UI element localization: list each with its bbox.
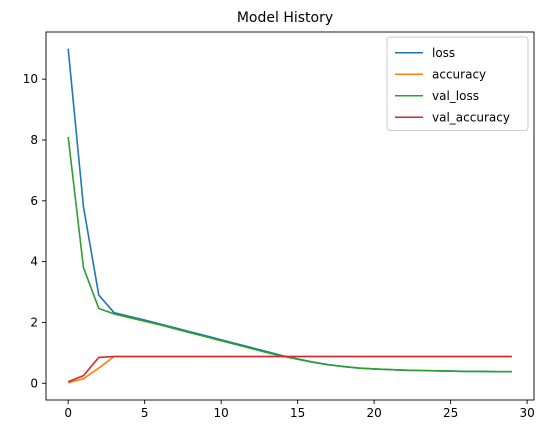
legend-label-accuracy: accuracy xyxy=(432,67,486,81)
x-tick-label: 10 xyxy=(214,406,229,420)
x-tick-label: 5 xyxy=(141,406,149,420)
y-tick-label: 8 xyxy=(30,133,38,147)
series-line-val-loss xyxy=(68,137,512,372)
y-tick-label: 4 xyxy=(30,255,38,269)
x-tick-label: 25 xyxy=(443,406,458,420)
chart-title: Model History xyxy=(237,10,333,26)
legend-label-val-accuracy: val_accuracy xyxy=(432,110,510,124)
y-tick-label: 0 xyxy=(30,376,38,390)
y-tick-label: 10 xyxy=(23,72,38,86)
x-tick-label: 0 xyxy=(64,406,72,420)
legend-label-val-loss: val_loss xyxy=(432,89,479,103)
legend-label-loss: loss xyxy=(432,46,455,60)
series-line-accuracy xyxy=(68,357,512,383)
y-tick-label: 2 xyxy=(30,315,38,329)
legend: loss accuracy val_loss val_accuracy xyxy=(387,37,528,131)
y-tick-label: 6 xyxy=(30,194,38,208)
series-line-val-accuracy xyxy=(68,357,512,382)
x-tick-label: 15 xyxy=(290,406,305,420)
x-tick-label: 30 xyxy=(519,406,534,420)
x-tick-label: 20 xyxy=(366,406,381,420)
